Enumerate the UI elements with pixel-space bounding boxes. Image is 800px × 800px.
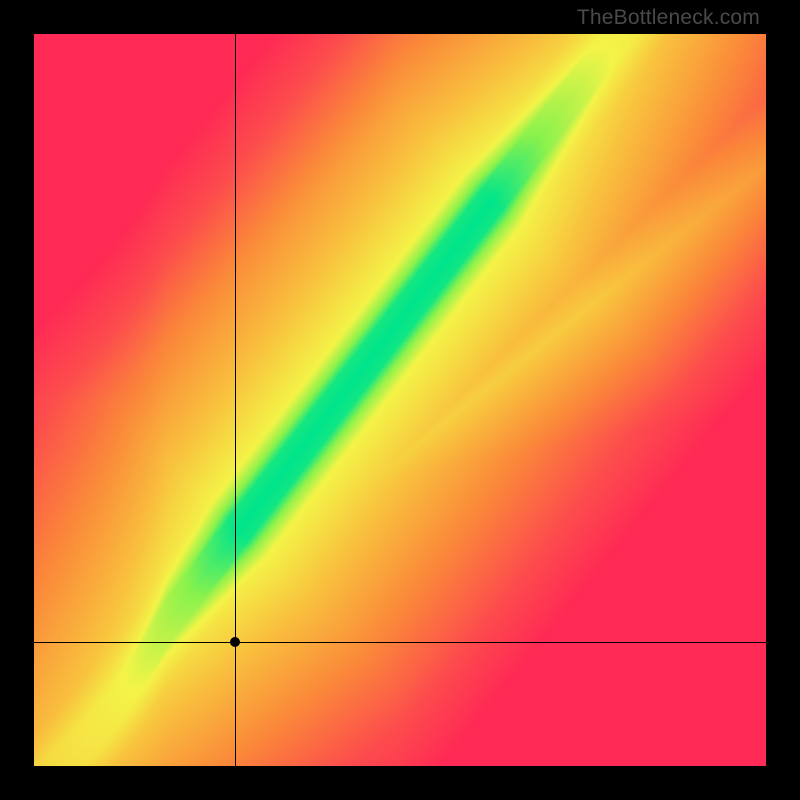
- watermark-text: TheBottleneck.com: [577, 6, 760, 30]
- heatmap-canvas: [34, 34, 766, 766]
- crosshair-horizontal-line: [34, 642, 766, 643]
- heatmap-plot-area: [34, 34, 766, 766]
- crosshair-vertical-line: [235, 34, 236, 766]
- crosshair-marker-dot: [230, 637, 240, 647]
